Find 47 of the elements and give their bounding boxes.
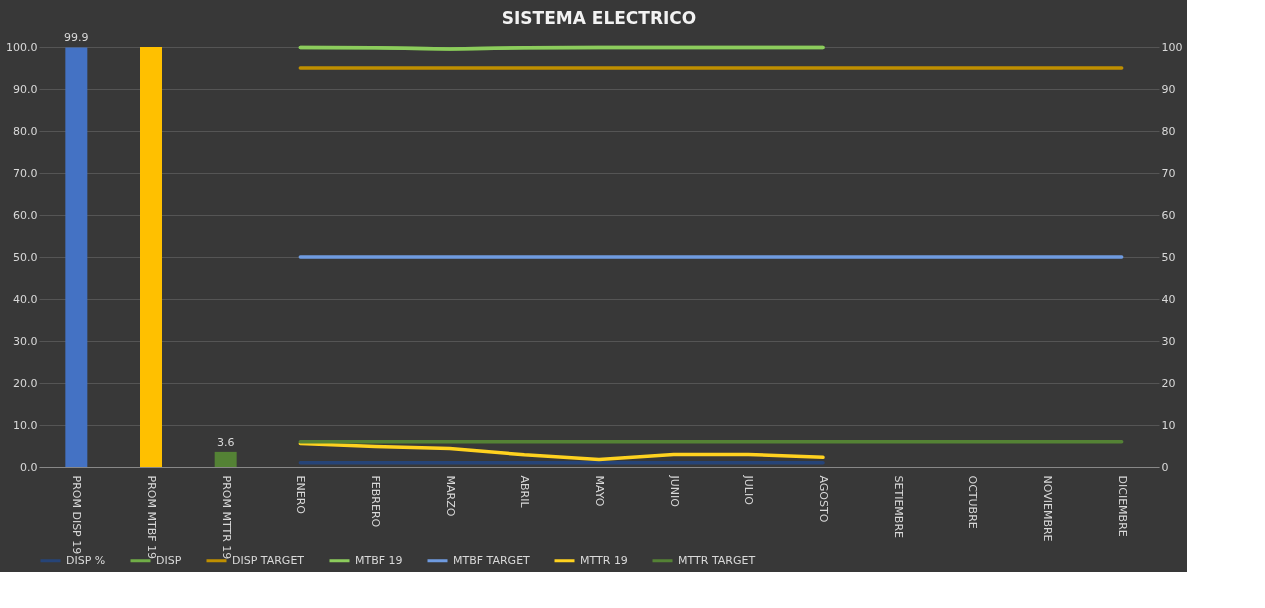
x-tick-label: MARZO bbox=[443, 475, 457, 517]
x-tick-label: JUNIO bbox=[667, 474, 681, 508]
x-tick-label: SETIEMBRE bbox=[891, 475, 905, 539]
x-tick-label: JULIO bbox=[742, 474, 756, 506]
y2-tick-label: 20 bbox=[1161, 376, 1176, 390]
legend-label: MTBF 19 bbox=[355, 553, 403, 567]
y-tick-label: 100.0 bbox=[6, 40, 38, 54]
legend-label: DISP TARGET bbox=[232, 553, 305, 567]
y2-tick-label: 40 bbox=[1161, 292, 1176, 306]
y-tick-label: 70.0 bbox=[13, 166, 38, 180]
y2-tick-label: 70 bbox=[1161, 166, 1176, 180]
y2-tick-label: 60 bbox=[1161, 208, 1176, 222]
y-tick-label: 40.0 bbox=[13, 292, 38, 306]
legend-label: DISP bbox=[156, 553, 182, 567]
x-tick-label: PROM MTTR 19 bbox=[219, 475, 233, 560]
y2-tick-label: 90 bbox=[1161, 82, 1176, 96]
legend-label: MTTR 19 bbox=[580, 553, 628, 567]
legend-label: MTTR TARGET bbox=[678, 553, 756, 567]
legend-label: DISP % bbox=[66, 553, 106, 567]
x-tick-label: DICIEMBRE bbox=[1115, 475, 1129, 537]
y-tick-label: 10.0 bbox=[13, 418, 38, 432]
data-label: 99.9 bbox=[64, 31, 89, 45]
x-tick-label: FEBRERO bbox=[369, 475, 382, 528]
y-tick-label: 80.0 bbox=[13, 124, 38, 138]
x-tick-label: AGOSTO bbox=[817, 475, 830, 523]
y2-tick-label: 100 bbox=[1161, 40, 1183, 54]
y-tick-label: 50.0 bbox=[13, 250, 38, 264]
y-tick-label: 90.0 bbox=[13, 82, 38, 96]
x-tick-label: NOVIEMBRE bbox=[1041, 475, 1054, 542]
x-tick-label: OCTUBRE bbox=[966, 475, 980, 529]
x-tick-label: PROM DISP 19 bbox=[70, 475, 84, 555]
y-tick-label: 30.0 bbox=[13, 334, 38, 348]
y2-tick-label: 80 bbox=[1161, 124, 1176, 138]
x-tick-label: ENERO bbox=[294, 475, 308, 515]
chart-title: SISTEMA ELECTRICO bbox=[501, 8, 697, 29]
y-tick-label: 0.0 bbox=[20, 460, 38, 474]
y2-tick-label: 50 bbox=[1161, 250, 1176, 264]
y2-tick-label: 0 bbox=[1161, 460, 1169, 474]
x-tick-label: ABRIL bbox=[518, 475, 532, 509]
y-tick-label: 20.0 bbox=[13, 376, 38, 390]
y-tick-label: 60.0 bbox=[13, 208, 38, 222]
x-tick-label: MAYO bbox=[593, 475, 606, 507]
data-label: 3.6 bbox=[216, 435, 235, 449]
legend-label: MTBF TARGET bbox=[453, 553, 531, 567]
x-tick-label: PROM MTBF 19 bbox=[145, 475, 158, 559]
y2-tick-label: 30 bbox=[1161, 334, 1176, 348]
y2-tick-label: 10 bbox=[1161, 418, 1176, 432]
